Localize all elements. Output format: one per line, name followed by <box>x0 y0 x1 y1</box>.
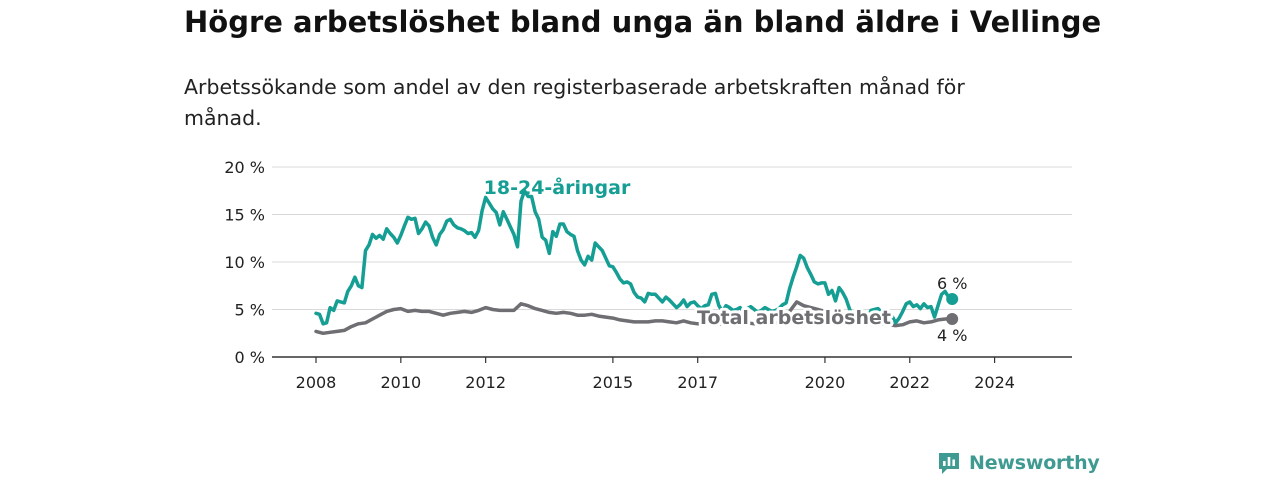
y-tick-label: 10 % <box>224 253 265 272</box>
brand-name: Newsworthy <box>969 452 1100 474</box>
series-label-total: Total arbetslöshet <box>697 307 891 329</box>
axes: 0 % 5 % 10 % 15 % 20 % 2008 2010 2012 2015 2017 20… <box>224 158 1072 392</box>
series-end-dot-18-24-åringar <box>946 293 959 306</box>
series-line-18-24-åringar <box>314 189 954 326</box>
x-tick-label: 2017 <box>677 373 718 392</box>
x-tick-label: 2015 <box>593 373 634 392</box>
x-tick-label: 2012 <box>465 373 506 392</box>
newsworthy-logo: Newsworthy <box>937 450 1100 476</box>
y-tick-label: 5 % <box>235 301 265 320</box>
y-tick-label: 20 % <box>224 158 265 177</box>
series-lines <box>314 189 959 336</box>
series-line-total-arbetslöshet <box>314 300 954 336</box>
x-tick-label: 2022 <box>889 373 930 392</box>
x-tick-label: 2008 <box>296 373 337 392</box>
series-labels: 18-24-åringar Total arbetslöshet 6 % 4 % <box>484 175 968 345</box>
chart-subtitle: Arbetssökande som andel av den registerb… <box>184 75 965 130</box>
x-tick-label: 2020 <box>805 373 846 392</box>
series-end-dot-total-arbetslöshet <box>946 313 959 325</box>
end-value-label-total: 4 % <box>937 326 967 345</box>
y-tick-label: 0 % <box>235 348 265 367</box>
y-tick-label: 15 % <box>224 206 265 225</box>
chart-title: Högre arbetslöshet bland unga än bland ä… <box>184 5 1102 39</box>
x-tick-label: 2024 <box>974 373 1015 392</box>
bar-chart-speech-bubble-icon <box>939 453 959 474</box>
series-label-youth: 18-24-åringar <box>484 175 631 199</box>
x-tick-label: 2010 <box>380 373 421 392</box>
end-value-label-youth: 6 % <box>937 274 967 293</box>
line-chart: 0 % 5 % 10 % 15 % 20 % 2008 2010 2012 2015 2017 20… <box>224 158 1072 392</box>
